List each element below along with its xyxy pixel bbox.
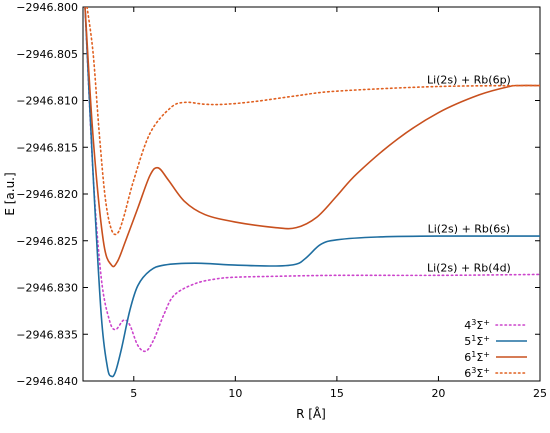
series-line-0	[84, 7, 540, 353]
y-tick-label: −2946.830	[16, 282, 78, 295]
series-layer	[84, 7, 540, 378]
asymptote-label: Li(2s) + Rb(6p)	[427, 74, 511, 87]
asymptote-label: Li(2s) + Rb(6s)	[428, 222, 511, 235]
series-line-3	[86, 7, 540, 236]
legend-label: 61Σ+	[464, 350, 490, 365]
legend-label: 43Σ+	[464, 318, 490, 333]
y-tick-label: −2946.800	[16, 1, 78, 14]
legend: 43Σ+51Σ+61Σ+63Σ+	[464, 318, 528, 381]
y-ticks: −2946.800 −2946.805 −2946.810 −2946.815 −294…	[16, 1, 540, 388]
y-tick-label: −2946.805	[16, 48, 78, 61]
y-tick-label: −2946.835	[16, 328, 78, 341]
legend-label: 51Σ+	[464, 334, 490, 349]
annotations-layer: Li(2s) + Rb(6p) Li(2s) + Rb(6s) Li(2s) + R…	[427, 74, 511, 275]
x-tick-label: 20	[431, 387, 445, 400]
y-tick-label: −2946.810	[16, 95, 78, 108]
x-tick-label: 5	[130, 387, 137, 400]
series-line-1	[84, 7, 540, 378]
asymptote-label: Li(2s) + Rb(4d)	[427, 262, 511, 275]
x-tick-label: 25	[533, 387, 547, 400]
legend-label: 63Σ+	[464, 366, 490, 381]
x-tick-label: 15	[330, 387, 344, 400]
y-tick-label: −2946.825	[16, 235, 78, 248]
y-tick-label: −2946.815	[16, 141, 78, 154]
series-line-2	[84, 7, 540, 268]
x-tick-label: 10	[228, 387, 242, 400]
x-axis-label: R [Å]	[296, 406, 326, 421]
y-tick-label: −2946.840	[16, 375, 78, 388]
y-tick-label: −2946.820	[16, 188, 78, 201]
y-axis-label: E [a.u.]	[3, 172, 17, 215]
x-ticks: 5 10 15 20 25	[130, 7, 547, 400]
